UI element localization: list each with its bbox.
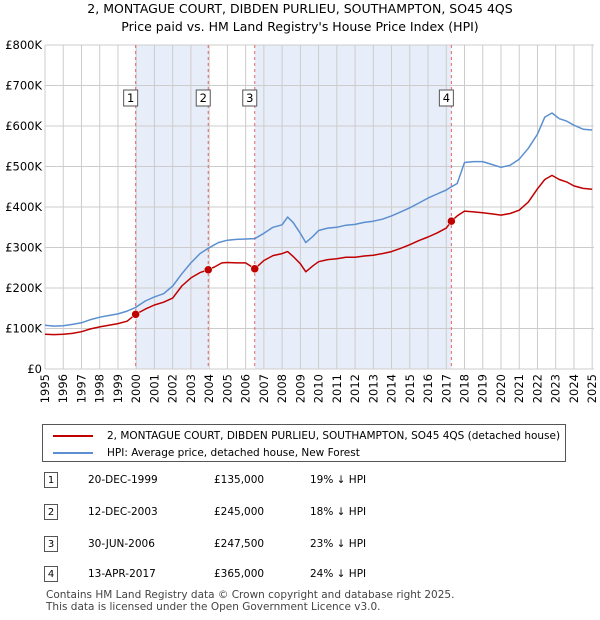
x-tick-label: 1996 [56, 374, 70, 403]
x-tick-label: 2000 [129, 374, 143, 403]
transaction-label-box [123, 89, 139, 107]
x-tick-label: 2021 [512, 374, 526, 403]
legend-item-hpi: HPI: Average price, detached house, New … [53, 445, 360, 461]
x-tick-label: 2008 [275, 374, 289, 403]
series-lines [44, 112, 593, 336]
transaction-labels: 1 2 3 4 [123, 89, 454, 107]
chart-title-line1: 2, MONTAGUE COURT, DIBDEN PURLIEU, SOUTH… [87, 1, 512, 16]
transaction-date: 20-DEC-1999 [88, 474, 158, 486]
legend-label-hpi: HPI: Average price, detached house, New … [107, 447, 360, 459]
transaction-price: £365,000 [214, 568, 265, 580]
y-tick-label: £400K [5, 200, 42, 214]
transaction-hpi-diff: 23% ↓ HPI [310, 538, 367, 550]
x-tick-label: 2006 [239, 374, 253, 403]
legend-item-property: 2, MONTAGUE COURT, DIBDEN PURLIEU, SOUTH… [53, 428, 560, 444]
legend-swatch-hpi [53, 452, 93, 454]
transaction-marker [131, 310, 140, 319]
x-tick-label: 1999 [111, 374, 125, 403]
y-tick-label: £700K [5, 79, 42, 93]
transaction-label-box [242, 89, 258, 107]
grid-lines [44, 44, 594, 370]
x-tick-label: 1998 [93, 374, 107, 403]
footer-line-1: Contains HM Land Registry data © Crown c… [46, 589, 455, 601]
x-tick-label: 2007 [257, 374, 271, 403]
chart-legend: 2, MONTAGUE COURT, DIBDEN PURLIEU, SOUTH… [42, 424, 566, 462]
y-tick-label: £800K [5, 38, 42, 52]
transaction-number: 3 [44, 536, 58, 552]
chart-title-line2: Price paid vs. HM Land Registry's House … [121, 19, 478, 34]
x-tick-label: 2024 [567, 374, 581, 403]
x-tick-label: 2023 [549, 374, 563, 403]
transaction-marker [203, 265, 213, 275]
transaction-label: 3 [246, 91, 253, 105]
y-tick-label: £200K [5, 281, 42, 295]
x-tick-label: 2025 [585, 374, 599, 403]
x-tick-label: 2004 [202, 374, 216, 403]
footer-line-2: This data is licensed under the Open Gov… [46, 601, 381, 613]
y-tick-label: £100K [5, 322, 42, 336]
transaction-hpi-diff: 18% ↓ HPI [310, 506, 367, 518]
x-tick-label: 2011 [330, 374, 344, 403]
transaction-price: £245,000 [214, 506, 265, 518]
y-axis: £0 £100K £200K £300K £400K £500K £600K £700K £80… [5, 38, 42, 376]
x-tick-label: 2002 [166, 374, 180, 403]
x-tick-label: 2001 [147, 374, 161, 403]
legend-swatch-property [53, 435, 93, 437]
transaction-label-box [438, 89, 454, 107]
y-tick-label: £300K [5, 241, 42, 255]
x-tick-label: 1995 [38, 374, 52, 403]
transaction-label: 2 [200, 91, 207, 105]
x-tick-label: 1997 [74, 374, 88, 403]
transaction-hpi-diff: 24% ↓ HPI [310, 568, 367, 580]
x-tick-label: 2018 [458, 374, 472, 403]
transaction-price: £247,500 [214, 538, 265, 550]
transaction-number: 2 [44, 504, 58, 520]
transaction-date: 12-DEC-2003 [88, 506, 158, 518]
transaction-marker [250, 264, 260, 274]
transaction-price: £135,000 [214, 474, 265, 486]
x-tick-label: 2009 [293, 374, 307, 403]
x-axis: 1995 1996 1997 1998 1999 2000 2001 2002 2003 2004… [38, 374, 599, 403]
transaction-label: 4 [443, 91, 450, 105]
transaction-number: 4 [44, 566, 58, 582]
y-tick-label: £500K [5, 160, 42, 174]
x-tick-label: 2017 [439, 374, 453, 403]
transaction-number: 1 [44, 472, 58, 488]
x-tick-label: 2022 [530, 374, 544, 403]
price-chart: 2, MONTAGUE COURT, DIBDEN PURLIEU, SOUTH… [5, 1, 599, 403]
x-tick-label: 2015 [403, 374, 417, 403]
x-tick-label: 2012 [348, 374, 362, 403]
legend-label-property: 2, MONTAGUE COURT, DIBDEN PURLIEU, SOUTH… [107, 430, 561, 442]
transaction-date: 30-JUN-2006 [88, 538, 155, 550]
transaction-label-box [195, 89, 211, 107]
x-tick-label: 2014 [385, 374, 399, 403]
transaction-hpi-diff: 19% ↓ HPI [310, 474, 367, 486]
x-tick-label: 2016 [421, 374, 435, 403]
transaction-date: 13-APR-2017 [88, 568, 156, 580]
property-series-line [44, 174, 593, 336]
y-tick-label: £600K [5, 119, 42, 133]
x-tick-label: 2013 [366, 374, 380, 403]
footer-attribution: Contains HM Land Registry data © Crown c… [46, 589, 454, 613]
transaction-markers [131, 216, 456, 319]
x-tick-label: 2010 [312, 374, 326, 403]
x-tick-label: 2019 [476, 374, 490, 403]
x-tick-label: 2020 [494, 374, 508, 403]
hpi-series-line [44, 112, 593, 327]
transaction-label: 1 [127, 91, 134, 105]
transaction-marker [447, 216, 456, 226]
y-tick-label: £0 [27, 362, 42, 376]
x-tick-label: 2005 [220, 374, 234, 403]
x-tick-label: 2003 [184, 374, 198, 403]
